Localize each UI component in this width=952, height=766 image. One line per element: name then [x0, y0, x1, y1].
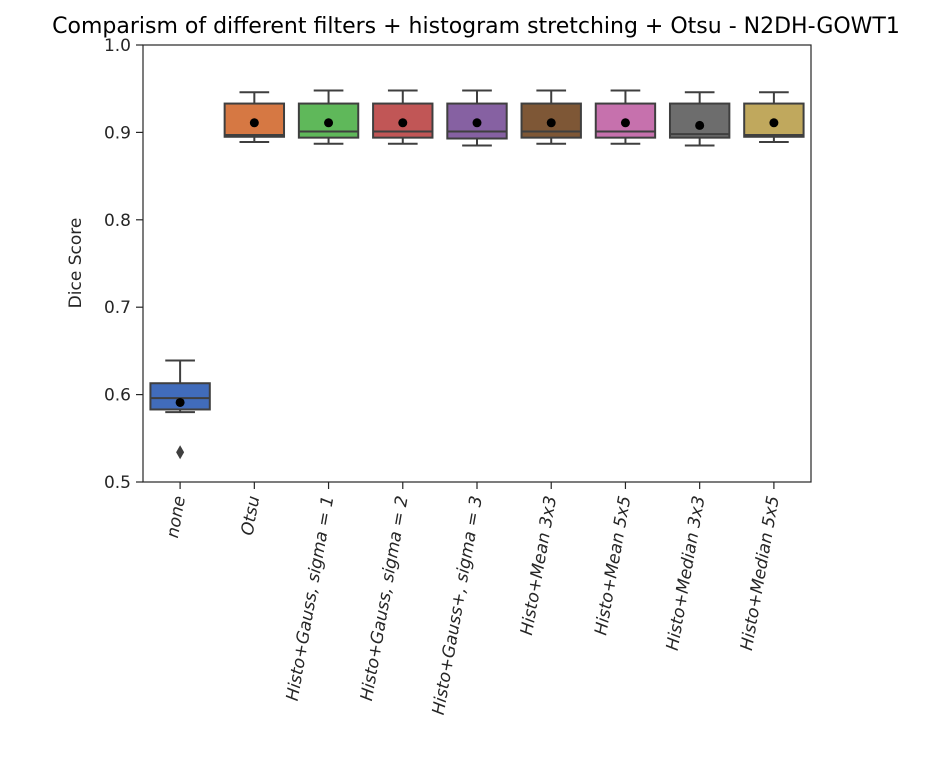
mean-marker [398, 118, 408, 128]
mean-marker [695, 120, 705, 130]
mean-marker [769, 118, 779, 128]
box-group-2 [223, 91, 286, 144]
outlier-marker [176, 445, 185, 460]
y-tick-label: 0.5 [104, 473, 131, 493]
box-group-8 [668, 91, 731, 147]
box-group-7 [594, 89, 657, 145]
box-group-1 [149, 359, 211, 460]
x-axis: none Otsu Histo+Gauss, sigma = 1 Histo+Gaus… [163, 482, 784, 717]
mean-marker [620, 118, 630, 128]
mean-marker [324, 118, 334, 128]
plot-area [149, 89, 805, 460]
x-tick-label: Histo+Mean 3x3 [517, 494, 561, 636]
x-tick-label: Histo+Gauss, sigma = 1 [283, 494, 339, 702]
box [668, 102, 731, 139]
box-group-6 [520, 89, 582, 145]
x-tick-label: Histo+Gauss, sigma = 2 [357, 494, 413, 702]
mean-marker [249, 118, 259, 128]
y-tick-label: 0.6 [104, 386, 131, 406]
x-tick-label: Histo+Median 5x5 [737, 494, 784, 652]
box-group-4 [372, 89, 434, 145]
y-axis: 0.5 0.6 0.7 0.8 0.9 1.0 [104, 36, 143, 493]
x-tick-label: Histo+Mean 5x5 [591, 494, 635, 636]
x-tick-label: Histo+Gauss+, sigma = 3 [429, 494, 487, 716]
mean-marker [472, 118, 482, 128]
mean-marker [546, 118, 556, 128]
y-tick-label: 0.9 [104, 123, 131, 143]
y-tick-label: 0.7 [104, 298, 131, 318]
chart-title: Comparism of different filters + histogr… [52, 14, 900, 39]
mean-marker [175, 397, 185, 407]
x-tick-label: none [163, 494, 190, 539]
y-axis-label: Dice Score [66, 218, 86, 309]
box-group-9 [743, 91, 805, 144]
box [743, 102, 805, 138]
box-group-3 [297, 89, 360, 145]
y-tick-label: 1.0 [104, 36, 131, 56]
box-group-5 [446, 89, 508, 147]
x-tick-label: Otsu [238, 494, 265, 537]
y-tick-label: 0.8 [104, 211, 131, 231]
x-tick-label: Histo+Median 3x3 [663, 494, 710, 652]
